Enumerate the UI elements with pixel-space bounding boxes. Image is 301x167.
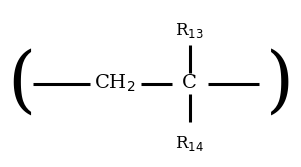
Text: C: C xyxy=(182,74,197,93)
Text: ): ) xyxy=(266,48,294,119)
Text: R$_{14}$: R$_{14}$ xyxy=(175,134,204,153)
Text: CH$_2$: CH$_2$ xyxy=(94,73,135,94)
Text: (: ( xyxy=(7,48,35,119)
Text: R$_{13}$: R$_{13}$ xyxy=(175,21,204,40)
